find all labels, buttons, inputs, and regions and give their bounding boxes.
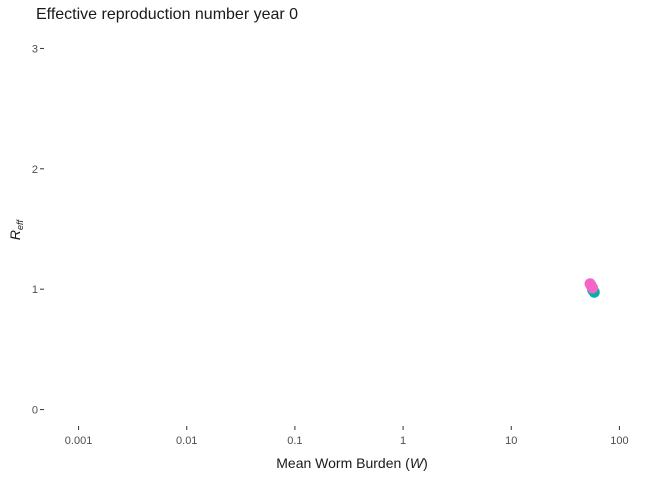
x-axis-label: Mean Worm Burden (W) <box>276 455 427 471</box>
x-tick-label: 0.1 <box>287 435 302 447</box>
x-axis: 0.001 0.01 0.1 1 10 100 <box>65 426 629 447</box>
y-axis-label: Reff <box>7 218 25 240</box>
x-axis-label-close: ) <box>423 455 428 471</box>
x-tick-label: 10 <box>505 435 517 447</box>
x-tick-label: 0.01 <box>176 435 197 447</box>
x-tick-label: 100 <box>610 435 628 447</box>
y-tick-label: 3 <box>32 43 38 55</box>
y-axis: 0 1 2 3 <box>32 43 44 417</box>
x-axis-label-main: Mean Worm Burden ( <box>276 455 410 471</box>
y-tick-label: 2 <box>32 164 38 176</box>
y-axis-label-main: R <box>7 230 23 240</box>
y-tick-label: 0 <box>32 405 38 417</box>
y-tick-label: 1 <box>32 284 38 296</box>
y-axis-label-sub: eff <box>15 218 25 230</box>
x-tick-label: 0.001 <box>65 435 93 447</box>
points-layer <box>584 278 600 298</box>
chart-title: Effective reproduction number year 0 <box>36 6 299 23</box>
x-axis-label-symbol: W <box>410 455 425 471</box>
scatter-point-series-2 <box>587 282 599 294</box>
x-tick-label: 1 <box>400 435 406 447</box>
